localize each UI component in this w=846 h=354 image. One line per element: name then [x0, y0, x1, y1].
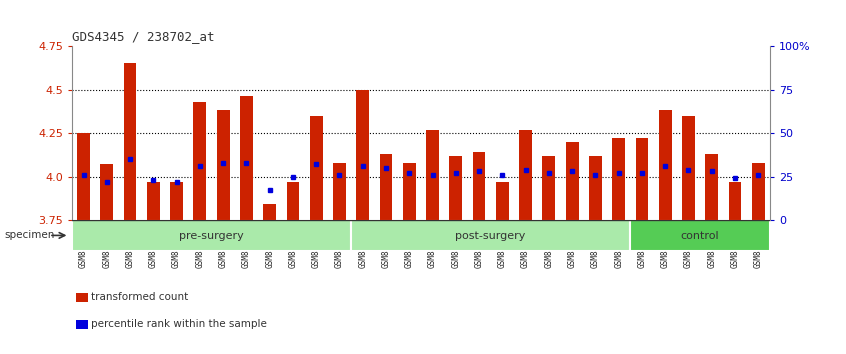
Bar	[728, 182, 741, 220]
Text: pre-surgery: pre-surgery	[179, 231, 244, 241]
Text: GDS4345 / 238702_at: GDS4345 / 238702_at	[72, 30, 214, 44]
FancyBboxPatch shape	[351, 220, 630, 251]
Bar	[449, 156, 462, 220]
Bar	[403, 162, 415, 220]
Bar	[380, 154, 393, 220]
Text: percentile rank within the sample: percentile rank within the sample	[91, 319, 267, 329]
Bar	[310, 116, 322, 220]
FancyBboxPatch shape	[630, 220, 770, 251]
Bar	[752, 162, 765, 220]
Bar	[682, 116, 695, 220]
FancyBboxPatch shape	[72, 220, 351, 251]
Bar	[566, 142, 579, 220]
Text: specimen: specimen	[4, 230, 55, 240]
Bar	[589, 156, 602, 220]
Bar	[356, 90, 369, 220]
Bar	[635, 138, 648, 220]
Bar	[287, 182, 299, 220]
Bar	[496, 182, 508, 220]
Bar	[659, 110, 672, 220]
Bar	[473, 152, 486, 220]
Bar	[77, 133, 90, 220]
Bar	[426, 130, 439, 220]
Bar	[147, 182, 160, 220]
Text: control: control	[681, 231, 719, 241]
Bar	[170, 182, 183, 220]
Bar	[613, 138, 625, 220]
Text: post-surgery: post-surgery	[455, 231, 526, 241]
Bar	[542, 156, 555, 220]
Bar	[706, 154, 718, 220]
Bar	[217, 110, 229, 220]
Bar	[263, 204, 276, 220]
Bar	[519, 130, 532, 220]
Bar	[101, 164, 113, 220]
Bar	[240, 97, 253, 220]
Bar	[194, 102, 206, 220]
Bar	[333, 162, 346, 220]
Text: transformed count: transformed count	[91, 292, 189, 302]
Bar	[124, 63, 136, 220]
